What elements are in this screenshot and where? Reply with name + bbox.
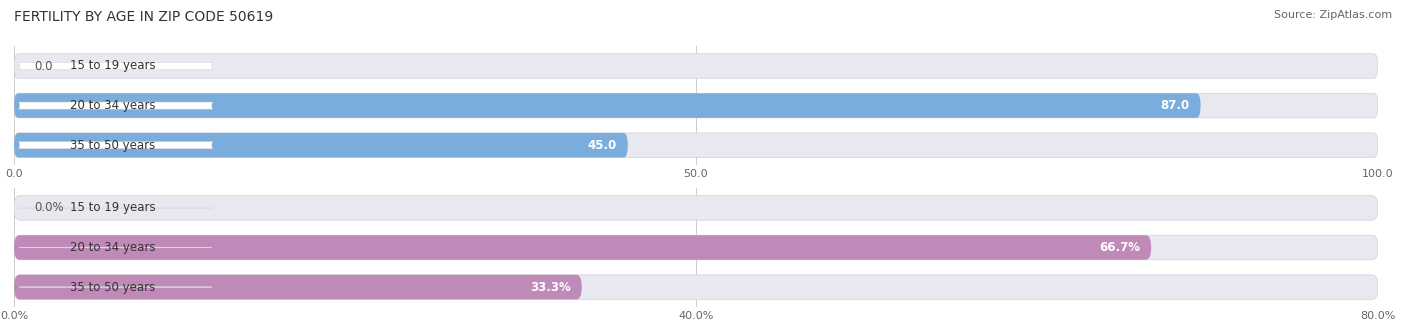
- FancyBboxPatch shape: [14, 275, 1378, 299]
- FancyBboxPatch shape: [18, 102, 214, 109]
- Text: 0.0%: 0.0%: [35, 201, 65, 214]
- FancyBboxPatch shape: [18, 142, 214, 149]
- Text: Source: ZipAtlas.com: Source: ZipAtlas.com: [1274, 10, 1392, 20]
- FancyBboxPatch shape: [14, 93, 1378, 118]
- Text: 87.0: 87.0: [1160, 99, 1189, 112]
- Text: 20 to 34 years: 20 to 34 years: [70, 241, 156, 254]
- FancyBboxPatch shape: [20, 247, 212, 248]
- Text: 66.7%: 66.7%: [1099, 241, 1140, 254]
- Text: 15 to 19 years: 15 to 19 years: [70, 201, 156, 214]
- FancyBboxPatch shape: [14, 133, 627, 157]
- Text: 45.0: 45.0: [588, 139, 617, 152]
- FancyBboxPatch shape: [14, 93, 1201, 118]
- Text: FERTILITY BY AGE IN ZIP CODE 50619: FERTILITY BY AGE IN ZIP CODE 50619: [14, 10, 273, 24]
- Text: 15 to 19 years: 15 to 19 years: [70, 59, 156, 73]
- FancyBboxPatch shape: [14, 275, 582, 299]
- FancyBboxPatch shape: [14, 235, 1152, 260]
- Text: 35 to 50 years: 35 to 50 years: [70, 280, 156, 294]
- Text: 33.3%: 33.3%: [530, 280, 571, 294]
- FancyBboxPatch shape: [14, 196, 1378, 220]
- Text: 0.0: 0.0: [35, 59, 53, 73]
- Text: 35 to 50 years: 35 to 50 years: [70, 139, 156, 152]
- FancyBboxPatch shape: [14, 235, 1378, 260]
- FancyBboxPatch shape: [14, 133, 1378, 157]
- FancyBboxPatch shape: [14, 54, 1378, 78]
- Text: 20 to 34 years: 20 to 34 years: [70, 99, 156, 112]
- FancyBboxPatch shape: [18, 62, 214, 70]
